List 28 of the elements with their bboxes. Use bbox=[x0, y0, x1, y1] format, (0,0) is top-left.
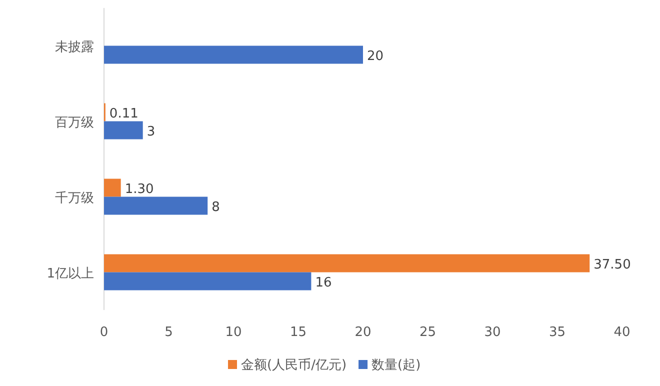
x-tick-label: 35 bbox=[548, 325, 566, 340]
x-tick-label: 30 bbox=[484, 325, 501, 340]
bar bbox=[104, 196, 208, 215]
bar bbox=[104, 121, 143, 140]
x-tick-label: 25 bbox=[419, 325, 436, 340]
y-tick-label: 1亿以上 bbox=[46, 266, 94, 282]
x-tick-label: 20 bbox=[354, 325, 372, 340]
x-tick-label: 15 bbox=[290, 325, 307, 340]
x-tick-label: 10 bbox=[225, 325, 242, 340]
x-tick-label: 40 bbox=[614, 325, 630, 340]
bar bbox=[104, 178, 121, 197]
bar bbox=[104, 254, 590, 272]
bar bbox=[104, 46, 363, 64]
y-tick-label: 千万级 bbox=[55, 190, 94, 206]
y-tick-label: 未披露 bbox=[55, 40, 94, 55]
data-label: 37.50 bbox=[594, 257, 631, 272]
y-tick-label: 百万级 bbox=[55, 115, 94, 130]
x-tick-label: 5 bbox=[164, 325, 173, 340]
legend-label: 数量(起) bbox=[372, 358, 421, 373]
data-label: 20 bbox=[367, 48, 384, 64]
data-label: 8 bbox=[212, 200, 220, 215]
data-label: 3 bbox=[146, 124, 156, 140]
x-tick-label: 0 bbox=[100, 325, 108, 340]
legend-label: 金额(人民币/亿元) bbox=[241, 358, 347, 373]
data-label: 0.11 bbox=[109, 106, 138, 122]
bar bbox=[104, 272, 312, 290]
data-label: 16 bbox=[315, 275, 332, 290]
data-label: 1.30 bbox=[124, 182, 154, 197]
